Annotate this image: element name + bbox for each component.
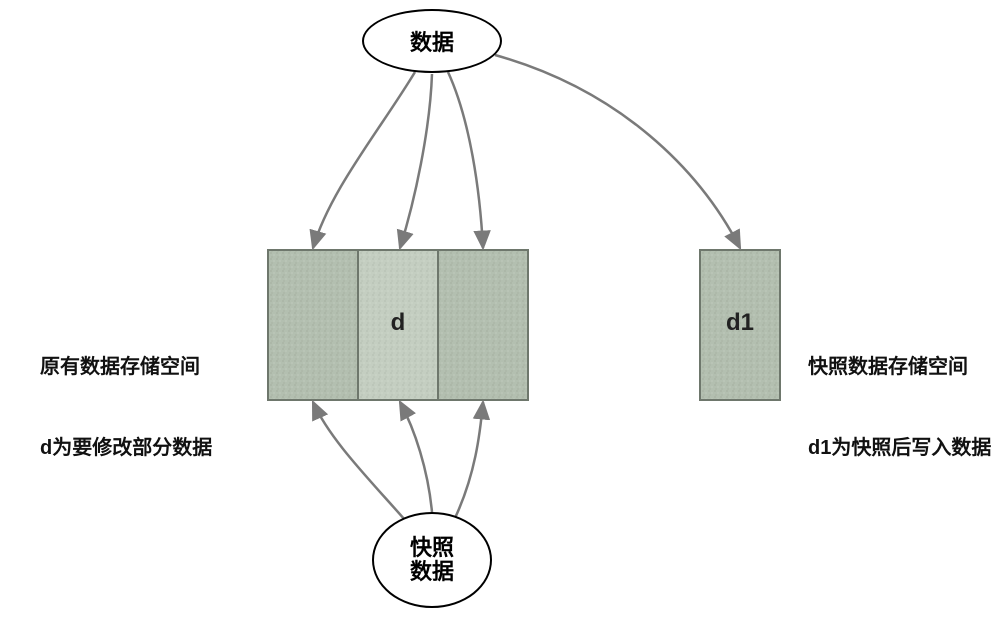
data-node-ellipse: 数据 bbox=[362, 9, 502, 73]
left-caption-line1: 原有数据存储空间 bbox=[40, 354, 212, 381]
right-caption: 快照数据存储空间 d1为快照后写入数据 bbox=[808, 300, 991, 516]
right-block-d1-label: d1 bbox=[700, 309, 780, 337]
right-caption-line2: d1为快照后写入数据 bbox=[808, 435, 991, 462]
arrow-bottom-to-left-2 bbox=[400, 402, 432, 512]
left-block-d-label: d bbox=[358, 309, 438, 337]
arrow-top-to-right bbox=[495, 55, 740, 248]
right-caption-line1: 快照数据存储空间 bbox=[808, 354, 991, 381]
arrow-top-to-left-2 bbox=[400, 74, 432, 248]
left-block-seg-0 bbox=[268, 250, 358, 400]
snapshot-node-ellipse: 快照 数据 bbox=[372, 512, 492, 608]
diagram-stage: 数据 快照 数据 d d1 原有数据存储空间 d为要修改部分数据 快照数据存储空… bbox=[0, 0, 1000, 622]
arrow-top-to-left-3 bbox=[448, 72, 483, 248]
arrow-top-to-left-1 bbox=[313, 72, 415, 248]
left-caption-line2: d为要修改部分数据 bbox=[40, 435, 212, 462]
arrow-bottom-to-left-1 bbox=[313, 402, 405, 520]
left-caption: 原有数据存储空间 d为要修改部分数据 bbox=[40, 300, 212, 516]
data-node-label: 数据 bbox=[410, 25, 454, 57]
snapshot-node-label: 快照 数据 bbox=[410, 536, 454, 584]
arrow-bottom-to-left-3 bbox=[455, 402, 483, 518]
left-block-seg-2 bbox=[438, 250, 528, 400]
